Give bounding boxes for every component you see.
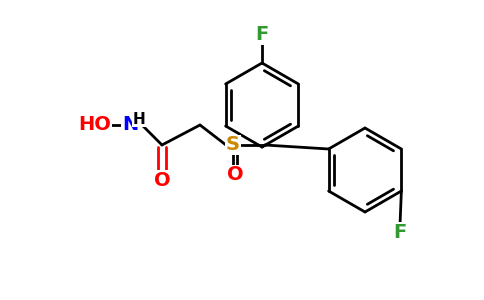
Text: F: F xyxy=(393,223,407,242)
Text: S: S xyxy=(226,136,240,154)
Text: O: O xyxy=(227,166,243,184)
Text: N: N xyxy=(122,116,138,134)
Text: O: O xyxy=(154,170,170,190)
Text: HO: HO xyxy=(78,116,111,134)
Text: F: F xyxy=(256,26,269,44)
Text: H: H xyxy=(133,112,145,127)
